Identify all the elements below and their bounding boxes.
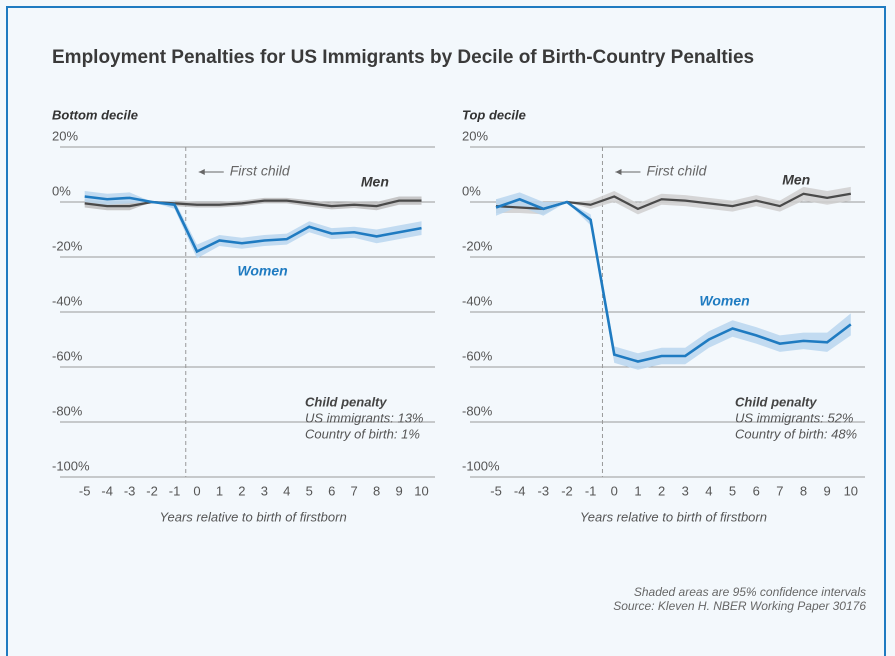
y-tick-label: 20% [462, 128, 488, 143]
x-tick-label: 10 [414, 483, 428, 498]
y-tick-label: 20% [52, 128, 78, 143]
x-tick-label: 9 [824, 483, 831, 498]
subtitle: Top decile [462, 107, 526, 122]
y-tick-label: -80% [462, 403, 493, 418]
series-label: Men [361, 174, 389, 190]
event-label: First child [646, 163, 707, 179]
x-tick-label: -4 [101, 483, 113, 498]
x-tick-label: -5 [490, 483, 502, 498]
y-tick-label: -60% [462, 348, 493, 363]
x-tick-label: 8 [373, 483, 380, 498]
x-tick-label: 7 [776, 483, 783, 498]
series-line [84, 195, 422, 254]
x-axis-label: Years relative to birth of firstborn [580, 509, 767, 524]
y-tick-label: -40% [52, 293, 83, 308]
x-tick-label: -5 [79, 483, 91, 498]
x-axis-label: Years relative to birth of firstborn [160, 509, 347, 524]
series-label: Women [237, 263, 287, 279]
penalty-line: US immigrants: 13% [305, 410, 423, 425]
series-label: Men [782, 172, 810, 188]
x-tick-label: 5 [729, 483, 736, 498]
chart-title: Employment Penalties for US Immigrants b… [52, 47, 754, 68]
note: Shaded areas are 95% confidence interval… [634, 585, 866, 599]
x-tick-label: 4 [705, 483, 712, 498]
x-tick-label: 6 [328, 483, 335, 498]
y-tick-label: 0% [462, 183, 481, 198]
series-label: Women [699, 293, 749, 309]
frame [6, 6, 886, 656]
penalty-line: US immigrants: 52% [735, 410, 853, 425]
series-line [495, 197, 852, 363]
x-tick-label: 0 [193, 483, 200, 498]
y-tick-label: 0% [52, 183, 71, 198]
x-tick-label: -1 [169, 483, 181, 498]
subtitle: Bottom decile [52, 107, 138, 122]
x-tick-label: -1 [585, 483, 597, 498]
x-tick-label: -2 [561, 483, 573, 498]
x-tick-label: 9 [395, 483, 402, 498]
x-tick-label: 1 [216, 483, 223, 498]
x-tick-label: -2 [146, 483, 158, 498]
x-tick-label: 4 [283, 483, 290, 498]
y-tick-label: -40% [462, 293, 493, 308]
x-tick-label: 2 [658, 483, 665, 498]
x-tick-label: 6 [753, 483, 760, 498]
x-tick-label: 3 [261, 483, 268, 498]
y-tick-label: -60% [52, 348, 83, 363]
x-tick-label: 7 [351, 483, 358, 498]
x-tick-label: 0 [611, 483, 618, 498]
event-arrowhead [198, 169, 205, 175]
y-tick-label: -20% [52, 238, 83, 253]
y-tick-label: -100% [462, 458, 500, 473]
x-tick-label: 5 [306, 483, 313, 498]
penalty-line: Country of birth: 1% [305, 426, 420, 441]
x-tick-label: 1 [634, 483, 641, 498]
penalty-title: Child penalty [305, 394, 387, 409]
x-tick-label: -4 [514, 483, 526, 498]
series-line [84, 199, 422, 208]
x-tick-label: -3 [124, 483, 136, 498]
x-tick-label: -3 [538, 483, 550, 498]
event-label: First child [230, 163, 291, 179]
note: Source: Kleven H. NBER Working Paper 301… [613, 599, 866, 613]
x-tick-label: 10 [844, 483, 858, 498]
y-tick-label: -100% [52, 458, 90, 473]
x-tick-label: 3 [682, 483, 689, 498]
x-tick-label: 2 [238, 483, 245, 498]
event-arrowhead [615, 169, 622, 175]
penalty-title: Child penalty [735, 394, 817, 409]
x-tick-label: 8 [800, 483, 807, 498]
y-tick-label: -20% [462, 238, 493, 253]
confidence-band [496, 192, 851, 370]
penalty-line: Country of birth: 48% [735, 426, 857, 441]
y-tick-label: -80% [52, 403, 83, 418]
